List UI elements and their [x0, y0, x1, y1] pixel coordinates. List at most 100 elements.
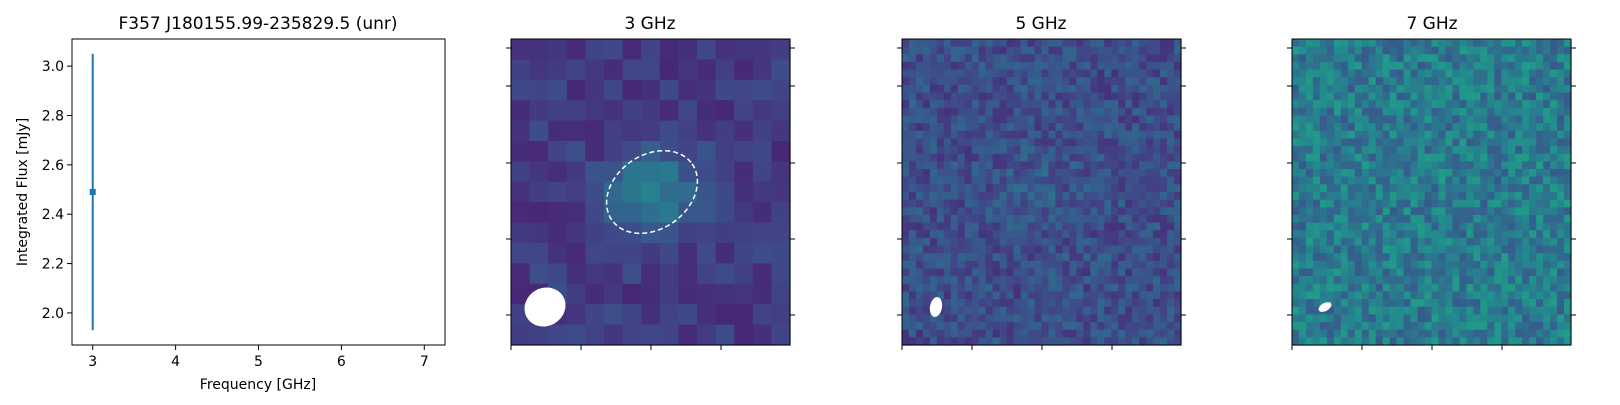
image-pixel	[1354, 268, 1363, 277]
image-pixel	[1020, 214, 1029, 224]
image-pixel	[1305, 176, 1314, 185]
image-pixel	[1027, 207, 1036, 216]
image-pixel	[1153, 329, 1161, 338]
image-pixel	[1403, 84, 1412, 94]
image-pixel	[1529, 115, 1537, 124]
image-pixel	[929, 337, 938, 346]
image-pixel	[1090, 84, 1098, 94]
image-pixel	[1153, 130, 1161, 140]
image-pixel	[1438, 77, 1447, 86]
image-pixel	[1550, 337, 1558, 346]
image-pixel	[1167, 153, 1175, 162]
image-pixel	[622, 243, 642, 264]
image-pixel	[1146, 130, 1154, 140]
image-pixel	[908, 146, 917, 155]
image-pixel	[1417, 138, 1426, 147]
image-pixel	[999, 46, 1008, 55]
image-pixel	[978, 146, 987, 155]
image-pixel	[992, 253, 1001, 262]
image-pixel	[1069, 306, 1077, 315]
image-pixel	[1312, 337, 1321, 346]
image-pixel	[1160, 306, 1168, 315]
image-pixel	[1027, 337, 1036, 346]
image-pixel	[1076, 222, 1084, 231]
image-pixel	[992, 306, 1001, 315]
image-pixel	[1055, 107, 1064, 117]
image-pixel	[1125, 207, 1133, 216]
image-pixel	[1034, 84, 1043, 94]
image-pixel	[1445, 100, 1454, 109]
image-pixel	[999, 153, 1008, 162]
image-5ghz-pixels	[902, 39, 1182, 346]
image-pixel	[1529, 245, 1537, 254]
image-pixel	[1473, 268, 1481, 277]
image-pixel	[922, 130, 931, 140]
image-pixel	[1473, 192, 1481, 201]
image-pixel	[1055, 123, 1064, 132]
image-pixel	[950, 169, 959, 178]
image-pixel	[1473, 39, 1481, 48]
image-pixel	[964, 222, 973, 231]
image-pixel	[1396, 69, 1405, 78]
image-pixel	[1097, 306, 1105, 315]
image-pixel	[1487, 161, 1495, 170]
image-pixel	[1298, 54, 1307, 63]
image-pixel	[1020, 107, 1029, 117]
image-pixel	[771, 243, 791, 264]
image-pixel	[1361, 199, 1370, 208]
image-pixel	[1459, 253, 1467, 262]
image-pixel	[1125, 245, 1133, 254]
image-pixel	[936, 130, 945, 140]
image-pixel	[1090, 130, 1098, 140]
image-pixel	[1055, 184, 1064, 193]
image-pixel	[902, 184, 910, 193]
image-pixel	[1368, 130, 1377, 140]
image-pixel	[529, 181, 549, 203]
image-pixel	[1333, 69, 1342, 78]
image-pixel	[548, 324, 568, 346]
image-pixel	[1438, 84, 1447, 94]
image-pixel	[1375, 146, 1384, 155]
image-pixel	[1125, 306, 1133, 315]
image-pixel	[950, 61, 959, 71]
image-pixel	[978, 100, 987, 109]
image-pixel	[1375, 291, 1384, 300]
image-pixel	[1354, 184, 1363, 193]
image-pixel	[902, 253, 910, 262]
image-pixel	[1564, 61, 1572, 71]
image-pixel	[1417, 92, 1426, 101]
image-pixel	[1410, 253, 1419, 262]
image-pixel	[950, 77, 959, 86]
image-pixel	[902, 337, 910, 346]
image-pixel	[1557, 207, 1565, 216]
image-pixel	[1083, 123, 1091, 132]
image-pixel	[1515, 268, 1523, 277]
image-pixel	[1160, 222, 1168, 231]
image-pixel	[1389, 115, 1398, 124]
image-pixel	[1480, 260, 1488, 270]
image-pixel	[1473, 169, 1481, 178]
image-pixel	[929, 184, 938, 193]
image-pixel	[902, 283, 910, 293]
image-pixel	[1055, 69, 1064, 78]
image-pixel	[971, 138, 980, 147]
image-pixel	[936, 253, 945, 262]
image-pixel	[1034, 115, 1043, 124]
image-pixel	[1153, 237, 1161, 247]
image-pixel	[902, 299, 910, 308]
image-pixel	[1132, 153, 1140, 162]
image-pixel	[1382, 123, 1391, 132]
spectrum-axes-frame	[71, 38, 446, 346]
image-pixel	[1368, 314, 1377, 323]
image-pixel	[992, 222, 1001, 231]
image-pixel	[1020, 46, 1029, 55]
image-pixel	[1041, 230, 1050, 239]
image-pixel	[1090, 299, 1098, 308]
image-pixel	[1508, 153, 1516, 162]
image-pixel	[1361, 77, 1370, 86]
image-pixel	[1326, 337, 1335, 346]
image-pixel	[902, 138, 910, 147]
image-pixel	[950, 123, 959, 132]
image-pixel	[1375, 138, 1384, 147]
image-pixel	[1326, 130, 1335, 140]
